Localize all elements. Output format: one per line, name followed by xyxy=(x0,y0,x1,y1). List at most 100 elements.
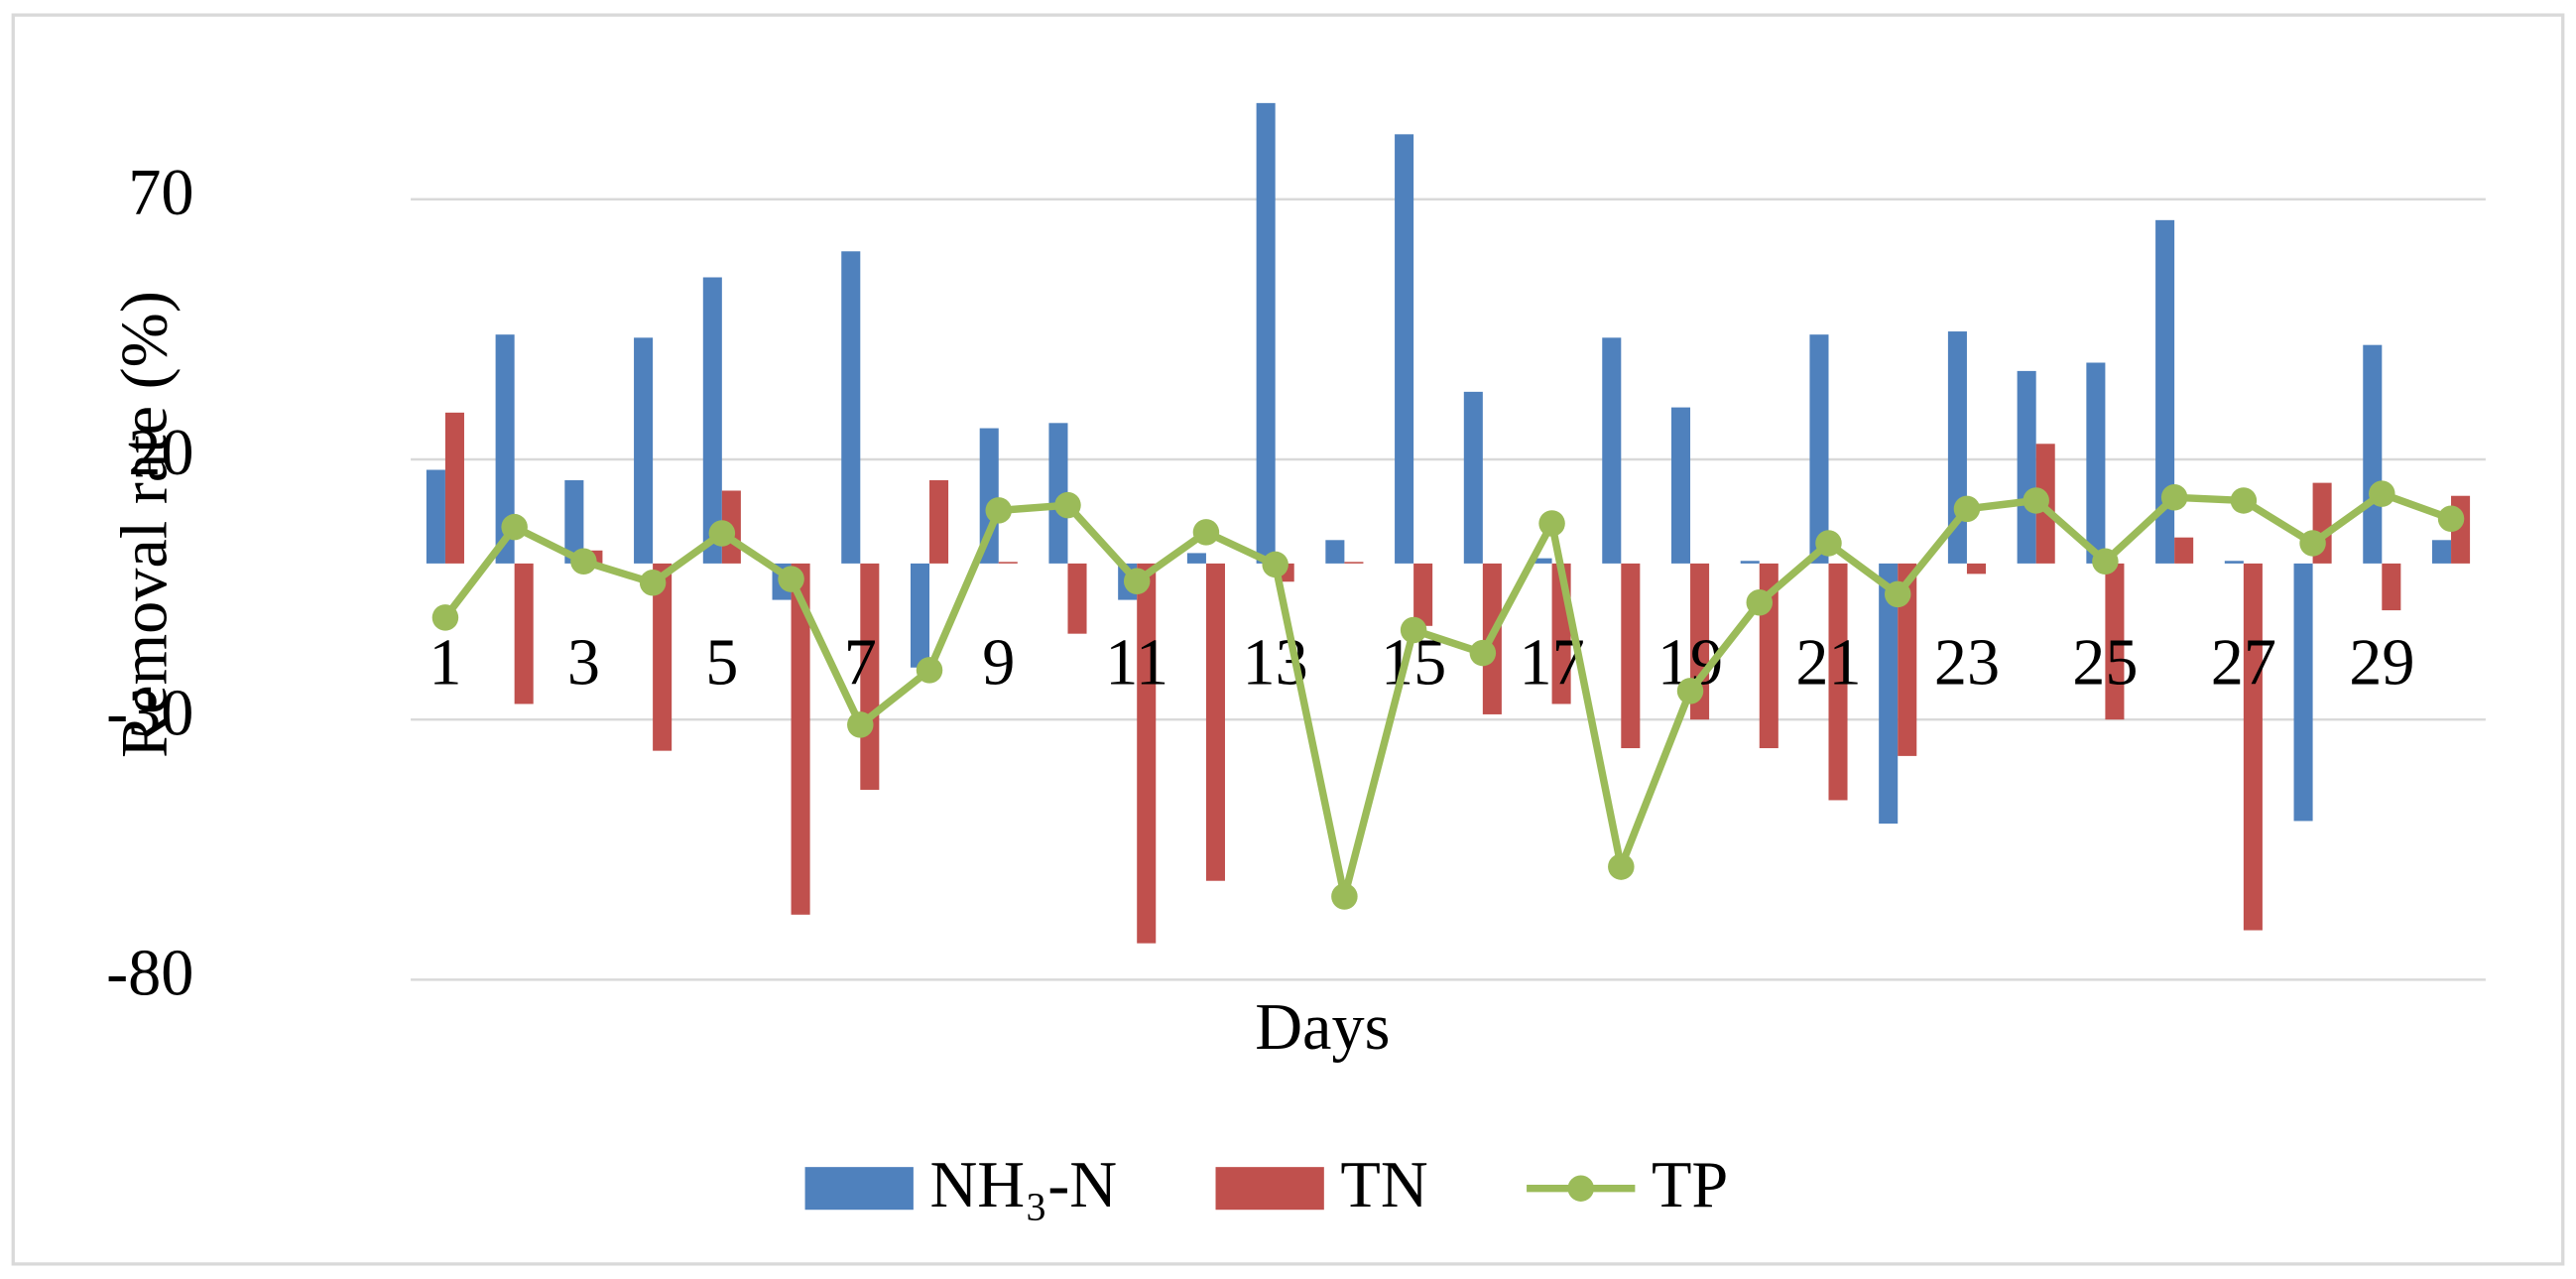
bar xyxy=(653,563,673,751)
legend-swatch xyxy=(1567,1175,1594,1202)
bar xyxy=(1966,563,1986,575)
line-marker xyxy=(639,570,667,596)
bar xyxy=(634,337,654,564)
bar xyxy=(2293,563,2313,822)
bar xyxy=(2174,537,2194,564)
bar xyxy=(495,334,515,564)
line-marker xyxy=(778,566,804,592)
legend-swatch xyxy=(1215,1167,1324,1211)
bar xyxy=(1186,553,1206,564)
x-axis-label: Days xyxy=(1255,991,1390,1064)
line-marker xyxy=(1469,639,1497,667)
line-marker xyxy=(1400,616,1427,644)
x-tick-label: 9 xyxy=(982,627,1015,700)
x-tick-label: 7 xyxy=(844,627,877,700)
y-tick-label: -30 xyxy=(106,677,193,749)
x-tick-label: 21 xyxy=(1795,627,1861,700)
line-marker xyxy=(916,657,943,684)
bar xyxy=(1621,563,1641,749)
x-tick-label: 25 xyxy=(2072,627,2138,700)
bar xyxy=(514,563,534,704)
line-marker xyxy=(1054,491,1081,519)
legend-label: TN xyxy=(1340,1149,1427,1221)
x-tick-label: 23 xyxy=(1934,627,2000,700)
bar xyxy=(1740,561,1760,564)
line-marker xyxy=(1123,568,1151,594)
line-marker xyxy=(1953,495,1981,523)
bar xyxy=(1395,134,1414,564)
bar xyxy=(841,251,861,564)
bar xyxy=(444,412,464,564)
line-marker xyxy=(1192,519,1220,546)
x-tick-label: 1 xyxy=(429,627,461,700)
line-marker xyxy=(847,711,874,738)
bar xyxy=(1256,102,1276,564)
line-marker xyxy=(501,513,528,541)
line-marker xyxy=(570,548,597,576)
line-marker xyxy=(431,604,459,631)
line-marker xyxy=(2160,484,2188,511)
bar xyxy=(1413,563,1433,626)
bar xyxy=(998,562,1018,564)
bar xyxy=(910,563,930,668)
bar xyxy=(1670,407,1691,564)
line-marker xyxy=(2369,480,2395,507)
bar xyxy=(2086,362,2106,564)
bar xyxy=(1205,563,1225,881)
legend-label: NH₃-N xyxy=(929,1149,1117,1221)
bar xyxy=(1137,563,1157,944)
legend-label: TP xyxy=(1652,1149,1728,1221)
x-tick-label: 27 xyxy=(2211,627,2276,700)
bar xyxy=(929,479,949,564)
bar xyxy=(2224,561,2244,564)
line-marker xyxy=(1608,853,1635,880)
line-marker xyxy=(2299,530,2326,557)
bar xyxy=(1067,563,1087,634)
bar xyxy=(2431,540,2452,564)
bar xyxy=(1344,562,1364,564)
bar xyxy=(1463,391,1483,564)
line-marker xyxy=(2230,487,2258,514)
y-tick-label: -80 xyxy=(106,938,193,1010)
line-marker xyxy=(2437,505,2465,533)
y-axis-label: Removal rate (%) xyxy=(109,291,182,758)
bar xyxy=(1898,563,1917,756)
y-tick-label: 70 xyxy=(128,157,193,229)
bar xyxy=(2363,344,2383,564)
bar xyxy=(1879,563,1899,825)
x-tick-label: 29 xyxy=(2349,627,2414,700)
bar xyxy=(2105,563,2125,720)
line-marker xyxy=(1815,530,1842,557)
bar xyxy=(1602,337,1622,564)
bar xyxy=(791,563,810,915)
line-marker xyxy=(1676,678,1704,704)
bar xyxy=(1828,563,1848,801)
bar xyxy=(426,469,445,564)
x-tick-label: 3 xyxy=(567,627,600,700)
line-marker xyxy=(1331,883,1358,910)
bar xyxy=(2017,370,2036,564)
bar xyxy=(702,277,722,564)
line-marker xyxy=(1746,588,1774,616)
bar xyxy=(2382,563,2401,611)
line-marker xyxy=(708,520,736,547)
bar xyxy=(1325,540,1345,564)
bar xyxy=(564,479,584,564)
bar xyxy=(1048,423,1068,564)
line-marker xyxy=(1262,551,1288,578)
line-marker xyxy=(985,497,1013,524)
line-marker xyxy=(2023,487,2049,514)
legend-swatch xyxy=(804,1167,914,1211)
y-tick-label: 20 xyxy=(128,417,193,489)
line-marker xyxy=(1884,580,1911,608)
bar xyxy=(2155,219,2175,564)
bar xyxy=(2243,563,2263,931)
x-tick-label: 11 xyxy=(1105,627,1168,700)
bar xyxy=(1533,558,1552,564)
bar xyxy=(1809,334,1829,564)
line-marker xyxy=(2092,548,2119,576)
line-marker xyxy=(1538,510,1565,537)
line xyxy=(441,489,2453,901)
